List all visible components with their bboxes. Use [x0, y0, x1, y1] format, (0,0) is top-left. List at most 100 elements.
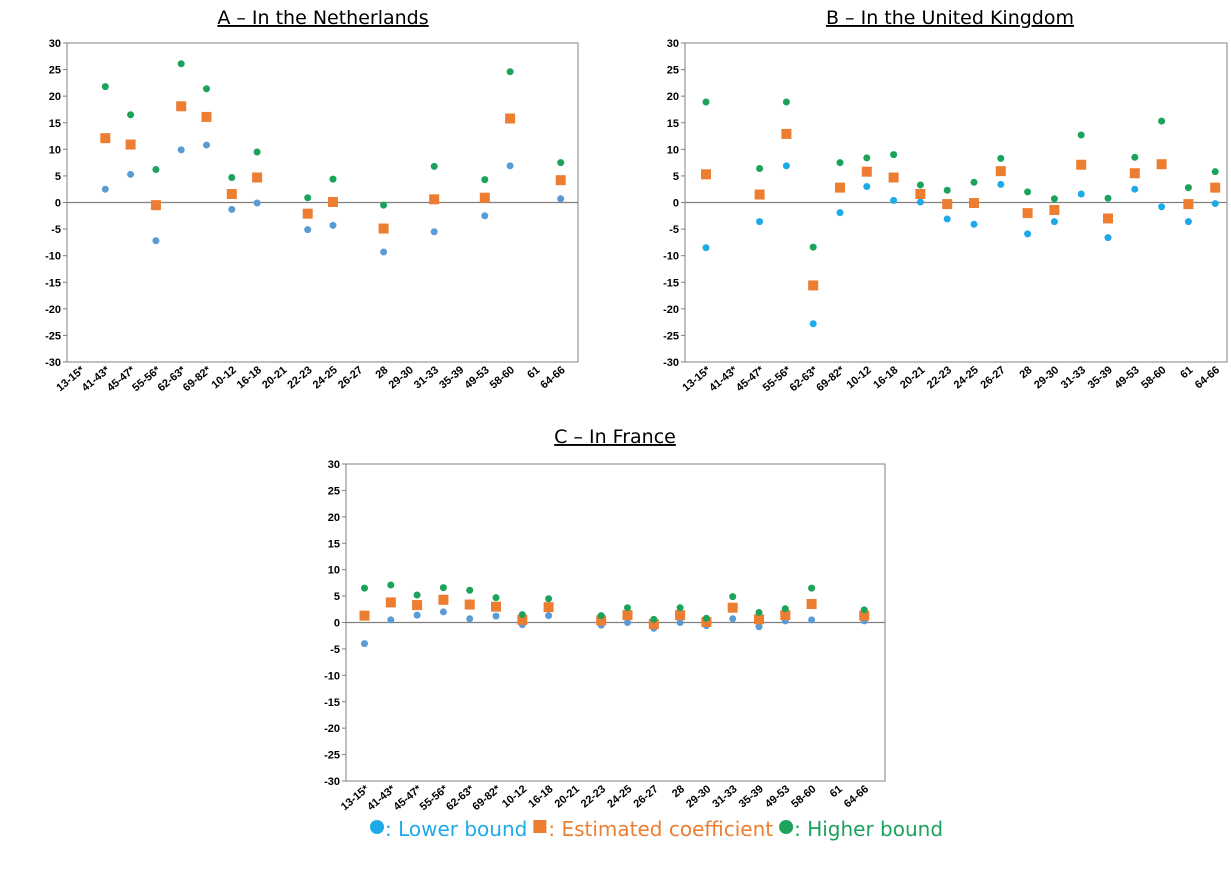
estimate-point [505, 113, 516, 124]
higher-bound-point [101, 83, 109, 91]
y-tick-label: 10 [667, 144, 679, 156]
x-tick-label: 49-53 [462, 364, 491, 391]
higher-bound-point [702, 614, 710, 622]
estimate-point [1022, 208, 1033, 219]
panel-a: A – In the Netherlands -30 -25 -20 -15 -10 -5 0… [45, 7, 579, 394]
higher-bound-point [890, 151, 898, 159]
y-tick-label: -25 [45, 330, 61, 342]
lower-bound-point [1131, 185, 1139, 193]
higher-bound-point [387, 581, 395, 589]
x-tick-label: 45-47* [391, 783, 424, 813]
estimate-point [1210, 182, 1221, 193]
legend-marker-higher-bound [779, 820, 794, 834]
higher-bound-point [1077, 131, 1085, 139]
higher-bound-point [492, 594, 500, 602]
higher-bound-point [518, 611, 526, 619]
x-tick-label: 26-27 [978, 364, 1007, 391]
higher-bound-point [781, 605, 789, 613]
lower-bound-point [361, 640, 368, 648]
estimate-point [100, 133, 111, 144]
lower-bound-point [481, 212, 489, 220]
higher-bound-point [545, 595, 553, 603]
x-tick-label: 28 [670, 783, 687, 800]
estimate-point [969, 198, 979, 209]
estimate-point [780, 610, 791, 621]
estimate-point [1129, 168, 1140, 179]
x-tick-label: 10-12 [209, 364, 238, 391]
y-tick-label: 30 [328, 459, 340, 471]
estimate-point [648, 619, 659, 630]
higher-bound-point [506, 68, 514, 76]
higher-bound-point [702, 98, 710, 106]
x-tick-label: 64-66 [842, 783, 871, 810]
x-tick-label: 41-43* [707, 364, 740, 394]
series-lower [361, 608, 868, 648]
panel-b: B – In the United Kingdom -30 -25 -20 -15 -10… [663, 7, 1228, 394]
y-tick-label: 0 [55, 198, 61, 210]
higher-bound-point [1024, 188, 1032, 196]
higher-bound-point [808, 584, 816, 592]
x-tick-label: 24-25 [311, 364, 340, 391]
estimate-point [861, 166, 872, 177]
lower-bound-point [492, 612, 500, 620]
y-tick-label: -20 [324, 723, 340, 735]
estimate-point [806, 599, 817, 610]
lower-bound-point [304, 226, 312, 234]
higher-bound-point [943, 186, 951, 194]
higher-bound-point [380, 201, 388, 209]
x-tick-label: 20-21 [898, 364, 927, 391]
higher-bound-point [329, 175, 337, 183]
x-tick-label: 35-39 [1086, 364, 1115, 391]
estimate-point [150, 200, 161, 211]
lower-bound-point [413, 611, 421, 619]
series-estimate [701, 128, 1221, 291]
higher-bound-point [228, 174, 236, 182]
x-tick-label: 64-66 [538, 364, 567, 391]
x-tick-label: 13-15* [680, 364, 713, 394]
y-tick-label: -5 [330, 644, 340, 656]
lower-bound-point [916, 198, 924, 206]
lower-bound-point [557, 195, 565, 203]
y-tick-label: 15 [667, 118, 679, 130]
y-tick-label: -30 [663, 357, 679, 369]
estimate-point [701, 169, 711, 180]
x-tick-label: 26-27 [631, 783, 660, 810]
y-tick-label: -20 [663, 304, 679, 316]
higher-bound-point [756, 164, 764, 172]
x-tick-label: 62-63* [444, 783, 477, 813]
x-tick-label: 49-53 [763, 783, 792, 810]
x-tick-label: 16-18 [235, 364, 264, 391]
x-tick-label: 61 [828, 783, 845, 800]
higher-bound-point [676, 604, 684, 612]
estimate-point [359, 610, 370, 621]
higher-bound-point [481, 176, 489, 184]
lower-bound-point [756, 218, 764, 226]
y-tick-label: -20 [45, 304, 61, 316]
y-tick-label: -25 [663, 330, 679, 342]
lower-bound-point [101, 185, 109, 193]
lower-bound-point [1158, 203, 1166, 211]
y-tick-label: -15 [663, 277, 679, 289]
x-tick-label: 10-12 [844, 364, 873, 391]
estimate-point [543, 602, 554, 613]
higher-bound-point [836, 159, 844, 167]
estimate-point [385, 597, 396, 608]
x-tick-label: 16-18 [526, 783, 555, 810]
panel-title: A – In the Netherlands [217, 7, 428, 29]
higher-bound-point [916, 181, 924, 189]
y-tick-label: 0 [334, 618, 340, 630]
higher-bound-point [430, 162, 438, 170]
series-lower [702, 162, 1219, 328]
higher-bound-point [203, 85, 210, 93]
series-estimate [359, 594, 870, 630]
lower-bound-point [177, 146, 185, 154]
x-tick-label: 31-33 [710, 783, 739, 810]
x-tick-label: 58-60 [789, 783, 818, 810]
lower-bound-point [1077, 190, 1085, 198]
estimate-point [754, 614, 764, 625]
lower-bound-point [380, 248, 388, 256]
x-tick-label: 55-56* [418, 783, 451, 813]
y-tick-label: 25 [49, 65, 61, 77]
lower-bound-point [1184, 218, 1192, 226]
estimate-point [328, 196, 338, 207]
